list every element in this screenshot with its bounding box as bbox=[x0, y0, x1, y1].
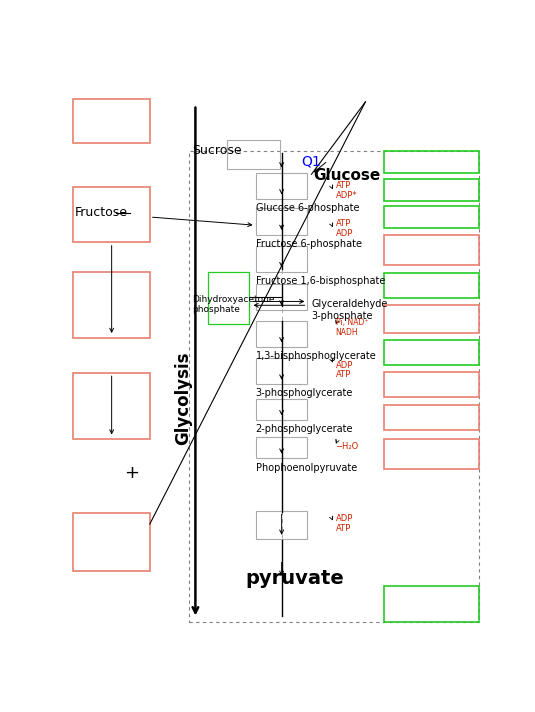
Bar bbox=[384, 439, 479, 469]
Text: Glyceraldehyde
3-phosphate: Glyceraldehyde 3-phosphate bbox=[311, 299, 388, 321]
Text: Glycolysis: Glycolysis bbox=[174, 351, 192, 445]
Bar bbox=[384, 372, 479, 397]
Text: Fructose 1,6-bisphosphate: Fructose 1,6-bisphosphate bbox=[256, 276, 385, 286]
Bar bbox=[384, 273, 479, 298]
Text: Fructose 6-phosphate: Fructose 6-phosphate bbox=[256, 239, 362, 249]
Bar bbox=[384, 151, 479, 173]
Text: Sucrose: Sucrose bbox=[192, 144, 242, 157]
Bar bbox=[226, 140, 280, 169]
Text: ATP: ATP bbox=[335, 181, 351, 189]
Bar bbox=[256, 246, 307, 272]
Text: Fructose: Fructose bbox=[75, 206, 128, 219]
Text: Glucose 6-phosphate: Glucose 6-phosphate bbox=[256, 204, 359, 214]
Bar bbox=[384, 405, 479, 430]
Bar bbox=[73, 513, 150, 570]
Text: NADH: NADH bbox=[335, 328, 358, 337]
Text: Phophoenolpyruvate: Phophoenolpyruvate bbox=[256, 463, 357, 473]
Text: 2-phosphoglycerate: 2-phosphoglycerate bbox=[256, 424, 353, 434]
Bar bbox=[384, 235, 479, 266]
Text: Dihydroxyacetone
phosphate: Dihydroxyacetone phosphate bbox=[192, 295, 274, 314]
Bar bbox=[189, 151, 479, 622]
Text: Pi, NAD⁺: Pi, NAD⁺ bbox=[335, 318, 368, 328]
Bar bbox=[256, 208, 307, 234]
Bar bbox=[73, 373, 150, 439]
Text: ATP: ATP bbox=[335, 219, 351, 228]
Text: ADP*: ADP* bbox=[335, 191, 357, 199]
Bar bbox=[384, 340, 479, 365]
Text: Q1: Q1 bbox=[301, 154, 321, 168]
Text: ADP: ADP bbox=[335, 514, 353, 523]
Text: pyruvate: pyruvate bbox=[246, 570, 345, 588]
Bar bbox=[208, 272, 249, 324]
Bar bbox=[256, 172, 307, 199]
Bar bbox=[256, 358, 307, 384]
Text: +: + bbox=[124, 464, 139, 482]
Text: ADP: ADP bbox=[335, 360, 353, 370]
Bar bbox=[384, 206, 479, 228]
Bar bbox=[256, 320, 307, 347]
Bar bbox=[384, 586, 479, 622]
Bar bbox=[256, 399, 307, 420]
Bar bbox=[384, 305, 479, 333]
Bar bbox=[256, 437, 307, 459]
Text: 1,3-bisphosphoglycerate: 1,3-bisphosphoglycerate bbox=[256, 351, 376, 361]
Bar bbox=[73, 99, 150, 143]
Text: 3-phosphoglycerate: 3-phosphoglycerate bbox=[256, 388, 353, 398]
Bar bbox=[384, 179, 479, 201]
Bar bbox=[73, 187, 150, 241]
Text: ADP: ADP bbox=[335, 229, 353, 238]
Bar bbox=[256, 284, 307, 310]
Text: ATP: ATP bbox=[335, 370, 351, 379]
Bar bbox=[73, 272, 150, 337]
Text: Glucose: Glucose bbox=[314, 168, 381, 183]
Bar bbox=[256, 511, 307, 540]
Text: −H₂O: −H₂O bbox=[335, 441, 359, 451]
Text: ATP: ATP bbox=[335, 524, 351, 533]
